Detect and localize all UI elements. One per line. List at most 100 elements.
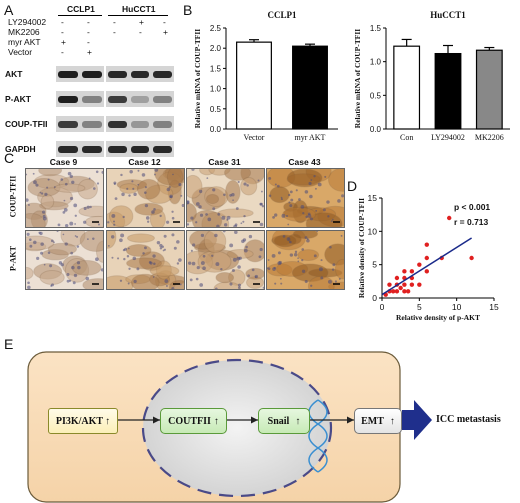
- x-axis-label: Relative density of p-AKT: [396, 313, 480, 322]
- ihc-image: [25, 230, 104, 290]
- blot-band: [108, 121, 127, 128]
- row-label: COUP-TFII: [8, 175, 18, 218]
- blot-band: [108, 71, 127, 78]
- treatment-label: LY294002: [8, 17, 47, 27]
- node-coupt-fii: COUTFII ↑: [160, 408, 227, 434]
- blot-band: [153, 121, 172, 128]
- cell-line-underline-hucct1: [108, 15, 168, 16]
- node-pi3k-akt: PI3K/AKT ↑: [48, 408, 118, 434]
- ihc-image: [25, 168, 104, 228]
- bar: [475, 49, 503, 130]
- data-point: [424, 255, 429, 261]
- y-tick-label: 0.5: [370, 91, 382, 100]
- blot-label: GAPDH: [5, 144, 36, 154]
- y-tick-label: 10: [368, 226, 378, 236]
- blot-strip: [106, 91, 174, 107]
- blot-band: [82, 146, 102, 153]
- data-point: [409, 269, 415, 274]
- case-label: Case 12: [128, 157, 161, 167]
- x-tick-label: Vector: [244, 133, 265, 142]
- bar-chart-hucct1: HuCCT1 0.0 0.5 1.0 1.5 Relative mRNA of COUP-…: [353, 10, 510, 142]
- blot-strip: [106, 141, 174, 157]
- treatment-mark: -: [139, 27, 142, 37]
- x-tick-label: MK2206: [475, 133, 504, 142]
- data-point: [405, 289, 411, 294]
- scatter-plot: 0 5 10 15 0 5 10 15 Relative density of p-AKT Rel…: [357, 193, 499, 322]
- data-point: [469, 255, 474, 261]
- blot-band: [58, 96, 78, 103]
- y-tick-label: 1.0: [370, 58, 382, 67]
- panel-label-a: A: [4, 2, 14, 18]
- x-tick-label: myr AKT: [295, 133, 326, 142]
- up-arrow-icon: ↑: [389, 415, 395, 427]
- blot-band: [130, 146, 150, 153]
- data-point: [394, 289, 400, 294]
- ihc-image: [106, 168, 185, 228]
- node-snail: Snail ↑: [258, 408, 310, 434]
- panel-label-b: B: [183, 2, 193, 18]
- bar-chart-cclp1: CCLP1 0.0 0.5 1.0 1.5 2.0 2.5 Relative mRNA of …: [193, 10, 338, 142]
- ihc-image: [186, 168, 265, 228]
- bar: [434, 52, 462, 130]
- case-label: Case 9: [49, 157, 78, 167]
- data-point: [424, 242, 429, 247]
- blot-strip: [106, 116, 174, 132]
- dna-helix-icon: [308, 399, 328, 473]
- data-point: [391, 289, 396, 294]
- treatment-mark: +: [139, 17, 144, 27]
- treatment-mark: -: [87, 27, 90, 37]
- blot-band: [153, 96, 172, 103]
- data-point: [417, 282, 422, 287]
- treatment-mark: -: [113, 17, 116, 27]
- y-tick-label: 15: [368, 193, 378, 203]
- data-point: [387, 282, 392, 287]
- data-point: [447, 215, 452, 221]
- blot-label: P-AKT: [5, 94, 31, 104]
- bar: [236, 41, 272, 130]
- blot-band: [82, 96, 102, 103]
- blot-strip: [56, 66, 104, 82]
- blot-label: AKT: [5, 69, 23, 79]
- chart-title: HuCCT1: [430, 10, 466, 20]
- treatment-label: MK2206: [8, 27, 40, 37]
- blot-strip: [56, 116, 104, 132]
- treatment-mark: -: [113, 27, 116, 37]
- up-arrow-icon: ↑: [105, 415, 111, 427]
- big-arrow-to-metastasis: [402, 400, 432, 440]
- y-tick-label: 0.0: [210, 125, 222, 134]
- y-tick-label: 0.5: [210, 105, 222, 114]
- treatment-mark: +: [87, 47, 92, 57]
- blot-band: [153, 146, 172, 153]
- blot-band: [82, 71, 102, 78]
- ihc-image: [106, 230, 185, 290]
- node-label: EMT: [361, 415, 384, 427]
- node-label: Snail: [267, 415, 290, 427]
- treatment-mark: +: [61, 37, 66, 47]
- up-arrow-icon: ↑: [295, 415, 301, 427]
- treatment-mark: +: [163, 27, 168, 37]
- fit-line: [381, 237, 473, 296]
- ihc-image: [266, 230, 345, 290]
- y-tick-label: 2.0: [210, 44, 222, 53]
- y-tick-label: 5: [372, 260, 377, 270]
- treatment-mark: -: [87, 17, 90, 27]
- treatment-mark: -: [163, 17, 166, 27]
- blot-strip: [56, 141, 104, 157]
- x-tick-label: Con: [400, 133, 413, 142]
- y-tick-label: 1.5: [210, 64, 222, 73]
- x-tick-label: 15: [489, 302, 499, 312]
- y-tick-label: 1.0: [210, 85, 222, 94]
- data-point: [394, 275, 400, 281]
- data-point: [402, 289, 407, 294]
- blot-band: [108, 96, 127, 103]
- bar: [292, 45, 328, 130]
- blot-band: [58, 146, 78, 153]
- blot-band: [130, 71, 150, 78]
- x-tick-label: 10: [452, 302, 462, 312]
- blot-band: [108, 146, 127, 153]
- ihc-image: [186, 230, 265, 290]
- blot-band: [153, 71, 172, 78]
- data-point: [424, 269, 429, 274]
- bar: [393, 45, 421, 130]
- panel-label-e: E: [4, 336, 14, 352]
